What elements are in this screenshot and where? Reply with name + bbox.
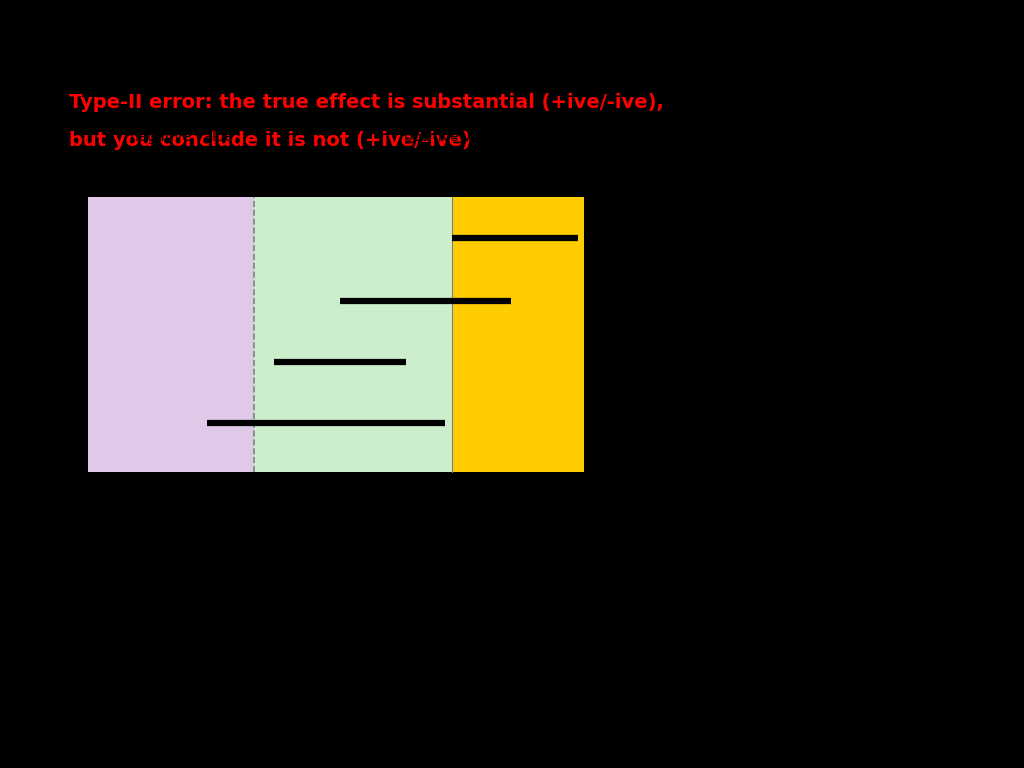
Text: No: No (872, 294, 894, 309)
Text: ): ) (657, 596, 664, 611)
Bar (88, 197, 254, 472)
Text: smallest important
negative value: smallest important negative value (116, 114, 250, 190)
Text: Non-clinical MBI: Non-clinical MBI (608, 147, 759, 165)
Text: substantial positive: substantial positive (443, 539, 593, 554)
Text: smallest important
positive value: smallest important positive value (386, 114, 518, 189)
Text: substantial negative: substantial negative (93, 539, 249, 554)
Text: "Could be": 5-95% chance (75-95%,: "Could be": 5-95% chance (75-95%, (70, 596, 349, 611)
Text: These probabilities imply a 90% confidence interval.: These probabilities imply a 90% confiden… (70, 649, 472, 664)
Text: Yes: Type II: Yes: Type II (872, 355, 956, 369)
Text: No: No (872, 230, 894, 246)
Text: Type-II error: the true effect is substantial (+ive/-ive),: Type-II error: the true effect is substa… (70, 93, 665, 112)
Bar (254, 197, 452, 472)
Text: unlikely: unlikely (599, 596, 657, 611)
Text: "Could only be": >95% chance (: "Could only be": >95% chance ( (70, 543, 315, 558)
Text: Could be +ive, trivial or –ive:
unclear, get more data!: Could be +ive, trivial or –ive: unclear,… (608, 406, 830, 439)
Text: ): ) (394, 543, 400, 558)
Text: Could only be trivial: Could only be trivial (608, 355, 762, 369)
Bar (452, 197, 584, 472)
Text: likely: likely (349, 596, 389, 611)
Text: MBI error: MBI error (872, 147, 962, 165)
Text: but you conclude it is not (+ive/-ive): but you conclude it is not (+ive/-ive) (70, 131, 471, 150)
Text: very likely: very likely (315, 543, 394, 558)
Text: possibly: possibly (468, 596, 530, 611)
Text: Value of effect statistic: Value of effect statistic (249, 582, 424, 597)
Text: , 5-25%,: , 5-25%, (530, 596, 599, 611)
Text: Could only be +ive: Could only be +ive (608, 230, 754, 246)
Text: Could be +ive or trivial: Could be +ive or trivial (608, 294, 785, 309)
Text: Non-clinical magnitude-based inference:: Non-clinical magnitude-based inference: (70, 55, 515, 74)
Text: trivial: trivial (331, 539, 375, 554)
Text: No: No (872, 415, 894, 430)
Text: ; 25-75%,: ; 25-75%, (389, 596, 468, 611)
